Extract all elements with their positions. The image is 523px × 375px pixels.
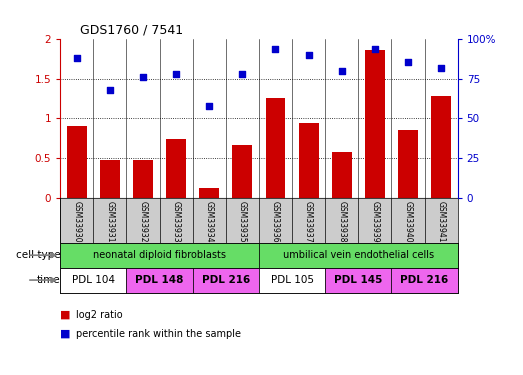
Bar (232, 146, 252, 198)
Text: time: time (37, 275, 60, 285)
Text: cell type: cell type (16, 250, 60, 260)
Point (205, 103, 213, 109)
Text: GSM33931: GSM33931 (105, 201, 115, 243)
Bar (60, 243, 259, 268)
Bar (259, 268, 325, 292)
Text: PDL 216: PDL 216 (401, 275, 449, 285)
Text: neonatal diploid fibroblasts: neonatal diploid fibroblasts (93, 250, 226, 260)
Bar (166, 139, 186, 198)
Bar (325, 268, 391, 292)
Text: ■: ■ (60, 329, 71, 339)
Point (271, 46, 280, 52)
Bar (391, 268, 458, 292)
Text: percentile rank within the sample: percentile rank within the sample (76, 329, 241, 339)
Point (371, 46, 379, 52)
Point (106, 87, 114, 93)
Text: PDL 105: PDL 105 (270, 275, 313, 285)
Bar (127, 268, 192, 292)
Text: GDS1760 / 7541: GDS1760 / 7541 (80, 24, 183, 37)
Point (139, 74, 147, 80)
Text: GSM33940: GSM33940 (403, 201, 413, 243)
Text: PDL 145: PDL 145 (334, 275, 382, 285)
Point (238, 71, 246, 77)
Point (304, 52, 313, 58)
Text: GSM33933: GSM33933 (172, 201, 180, 243)
Text: ■: ■ (60, 310, 71, 320)
Text: GSM33939: GSM33939 (370, 201, 379, 243)
Text: GSM33937: GSM33937 (304, 201, 313, 243)
Point (404, 58, 412, 64)
Text: GSM33932: GSM33932 (139, 201, 147, 243)
Bar (192, 268, 259, 292)
Text: GSM33936: GSM33936 (271, 201, 280, 243)
Point (172, 71, 180, 77)
Text: umbilical vein endothelial cells: umbilical vein endothelial cells (283, 250, 434, 260)
Bar (431, 96, 451, 198)
Point (337, 68, 346, 74)
Text: GSM33935: GSM33935 (238, 201, 247, 243)
Text: log2 ratio: log2 ratio (76, 310, 122, 320)
Text: GSM33941: GSM33941 (437, 201, 446, 243)
Text: PDL 216: PDL 216 (202, 275, 250, 285)
Bar (259, 243, 458, 268)
Bar (133, 160, 153, 198)
Point (73, 56, 81, 62)
Bar (67, 126, 87, 198)
Bar (266, 98, 286, 198)
Text: PDL 104: PDL 104 (72, 275, 115, 285)
Bar (299, 123, 319, 198)
Text: PDL 148: PDL 148 (135, 275, 184, 285)
Bar (60, 268, 127, 292)
Bar (199, 188, 219, 198)
Text: GSM33934: GSM33934 (204, 201, 214, 243)
Bar (365, 50, 385, 198)
Text: GSM33938: GSM33938 (337, 201, 346, 243)
Point (437, 65, 445, 71)
Bar (398, 129, 418, 198)
Bar (332, 152, 351, 198)
Bar (100, 160, 120, 198)
Text: GSM33930: GSM33930 (72, 201, 81, 243)
